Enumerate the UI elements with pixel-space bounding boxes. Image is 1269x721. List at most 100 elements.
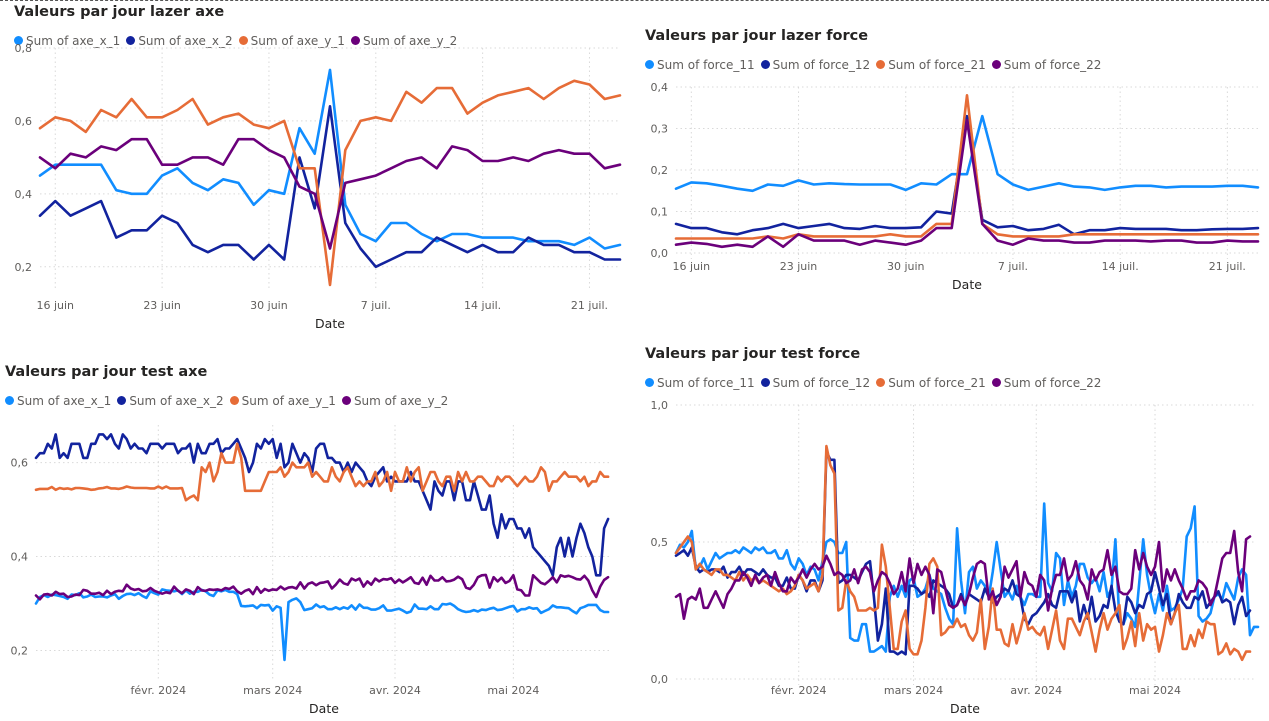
y-tick-label: 0,6 bbox=[11, 457, 29, 470]
legend-marker bbox=[126, 36, 136, 45]
legend-item[interactable]: Sum of axe_x_2 bbox=[117, 394, 224, 408]
legend-label: Sum of force_12 bbox=[772, 58, 871, 72]
legend-item[interactable]: Sum of force_12 bbox=[760, 58, 871, 72]
legend-item[interactable]: Sum of force_22 bbox=[991, 58, 1102, 72]
y-tick-label: 0,4 bbox=[11, 551, 29, 564]
x-tick-label: avr. 2024 bbox=[369, 684, 421, 697]
legend-marker bbox=[238, 36, 248, 45]
chart-legend: Sum of force_11 Sum of force_12 Sum of for… bbox=[645, 58, 1107, 72]
chart-title: Valeurs par jour test force bbox=[645, 346, 861, 362]
chart-legend: Sum of force_11 Sum of force_12 Sum of for… bbox=[645, 376, 1107, 390]
legend-marker bbox=[645, 60, 654, 69]
legend-item[interactable]: Sum of axe_y_2 bbox=[350, 34, 457, 48]
legend-marker bbox=[341, 396, 351, 405]
x-tick-label: 7 juil. bbox=[998, 260, 1028, 273]
x-tick-label: avr. 2024 bbox=[1010, 684, 1062, 697]
legend-label: Sum of axe_y_1 bbox=[250, 34, 345, 48]
legend-item[interactable]: Sum of axe_y_1 bbox=[229, 394, 336, 408]
x-tick-label: 16 juin bbox=[673, 260, 711, 273]
chart-title: Valeurs par jour test axe bbox=[5, 364, 208, 380]
legend-item[interactable]: Sum of axe_x_1 bbox=[14, 34, 120, 48]
x-tick-label: mai 2024 bbox=[487, 684, 539, 697]
series-line[interactable] bbox=[674, 94, 1260, 240]
chart-title: Valeurs par jour lazer axe bbox=[14, 4, 225, 20]
chart-legend: Sum of axe_x_1 Sum of axe_x_2 Sum of axe_y… bbox=[5, 394, 454, 408]
chart-0: 0,2 0,4 0,6 0,8 16 juin 23 juin 30 juin 7 juil.… bbox=[15, 42, 622, 331]
series-line[interactable] bbox=[38, 137, 622, 250]
chart-2: 0,2 0,4 0,6 févr. 2024 mars 2024 avr. 2024 mai… bbox=[11, 425, 612, 716]
y-tick-label: 0,0 bbox=[651, 673, 669, 686]
y-tick-label: 0,6 bbox=[15, 115, 33, 128]
series-line[interactable] bbox=[38, 79, 622, 287]
legend-item[interactable]: Sum of force_22 bbox=[991, 376, 1102, 390]
series-line[interactable] bbox=[34, 442, 610, 502]
legend-marker bbox=[5, 396, 14, 405]
series-line[interactable] bbox=[38, 105, 622, 269]
legend-label: Sum of axe_y_1 bbox=[241, 394, 336, 408]
y-tick-label: 0,4 bbox=[15, 188, 33, 201]
series-line[interactable] bbox=[34, 588, 610, 662]
x-tick-label: 14 juil. bbox=[464, 299, 501, 312]
x-tick-label: 23 juin bbox=[143, 299, 181, 312]
y-tick-label: 1,0 bbox=[651, 399, 669, 412]
y-tick-label: 0,0 bbox=[651, 247, 669, 260]
legend-marker bbox=[991, 378, 1001, 387]
series-line[interactable] bbox=[674, 529, 1252, 621]
y-tick-label: 0,1 bbox=[651, 206, 669, 219]
legend-label: Sum of axe_x_1 bbox=[26, 34, 121, 48]
legend-marker bbox=[876, 60, 886, 69]
legend-item[interactable]: Sum of force_12 bbox=[760, 376, 871, 390]
legend-label: Sum of force_21 bbox=[888, 58, 986, 72]
x-axis-title: Date bbox=[315, 316, 345, 331]
legend-marker bbox=[14, 36, 23, 45]
legend-marker bbox=[350, 36, 360, 45]
series-line[interactable] bbox=[674, 114, 1260, 193]
x-tick-label: 16 juin bbox=[36, 299, 74, 312]
legend-label: Sum of force_11 bbox=[657, 58, 755, 72]
x-tick-label: mars 2024 bbox=[243, 684, 302, 697]
series-line[interactable] bbox=[674, 444, 1252, 662]
chart-1: 0,0 0,1 0,2 0,3 0,4 16 juin 23 juin 30 juin 7 ju… bbox=[651, 81, 1260, 292]
legend-item[interactable]: Sum of axe_y_2 bbox=[341, 394, 448, 408]
legend-marker bbox=[645, 378, 654, 387]
x-tick-label: 7 juil. bbox=[361, 299, 391, 312]
legend-marker bbox=[229, 396, 239, 405]
legend-item[interactable]: Sum of force_11 bbox=[645, 58, 755, 72]
chart-title: Valeurs par jour lazer force bbox=[645, 28, 869, 44]
legend-label: Sum of force_22 bbox=[1003, 376, 1102, 390]
legend-item[interactable]: Sum of force_21 bbox=[876, 58, 986, 72]
x-tick-label: 23 juin bbox=[780, 260, 818, 273]
legend-marker bbox=[117, 396, 127, 405]
legend-label: Sum of force_12 bbox=[772, 376, 871, 390]
y-tick-label: 0,2 bbox=[11, 645, 29, 658]
legend-label: Sum of axe_x_2 bbox=[129, 394, 224, 408]
x-tick-label: 14 juil. bbox=[1102, 260, 1139, 273]
x-tick-label: 21 juil. bbox=[1209, 260, 1246, 273]
x-axis-title: Date bbox=[950, 701, 980, 716]
series-line[interactable] bbox=[674, 118, 1260, 249]
x-tick-label: 30 juin bbox=[250, 299, 288, 312]
chart-3: 0,0 0,5 1,0 févr. 2024 mars 2024 avr. 2024 mai… bbox=[651, 399, 1260, 716]
series-line[interactable] bbox=[38, 68, 622, 250]
legend-label: Sum of force_22 bbox=[1003, 58, 1102, 72]
legend-label: Sum of axe_x_1 bbox=[17, 394, 112, 408]
y-tick-label: 0,4 bbox=[651, 81, 669, 94]
legend-label: Sum of force_11 bbox=[657, 376, 755, 390]
series-line[interactable] bbox=[34, 573, 610, 601]
legend-marker bbox=[760, 378, 770, 387]
legend-item[interactable]: Sum of force_11 bbox=[645, 376, 755, 390]
y-tick-label: 0,3 bbox=[651, 123, 669, 136]
x-tick-label: févr. 2024 bbox=[771, 684, 827, 697]
y-tick-label: 0,2 bbox=[15, 261, 33, 274]
legend-item[interactable]: Sum of axe_x_1 bbox=[5, 394, 111, 408]
legend-marker bbox=[876, 378, 886, 387]
legend-item[interactable]: Sum of axe_y_1 bbox=[238, 34, 345, 48]
legend-item[interactable]: Sum of axe_x_2 bbox=[126, 34, 233, 48]
y-tick-label: 0,2 bbox=[651, 164, 669, 177]
series-line[interactable] bbox=[34, 433, 610, 577]
x-tick-label: févr. 2024 bbox=[130, 684, 186, 697]
series-line[interactable] bbox=[674, 114, 1260, 236]
x-tick-label: 30 juin bbox=[887, 260, 925, 273]
legend-item[interactable]: Sum of force_21 bbox=[876, 376, 986, 390]
